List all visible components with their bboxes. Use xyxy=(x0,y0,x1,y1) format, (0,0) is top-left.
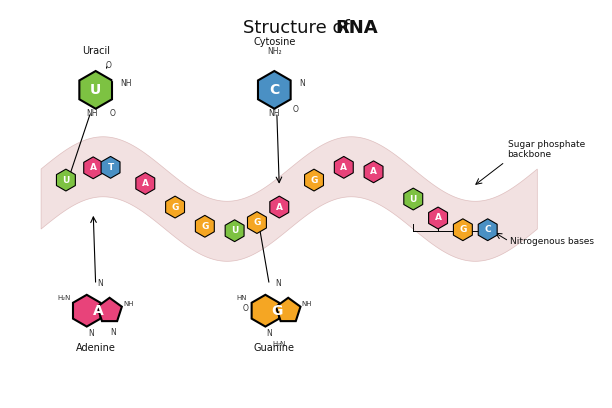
Text: N: N xyxy=(97,279,103,288)
Text: Cytosine: Cytosine xyxy=(253,37,296,47)
Text: Structure of: Structure of xyxy=(243,19,356,37)
Polygon shape xyxy=(166,196,185,218)
Text: A: A xyxy=(90,163,97,172)
Text: RNA: RNA xyxy=(335,19,378,37)
Text: NH₂: NH₂ xyxy=(267,47,282,56)
Text: N: N xyxy=(275,279,281,288)
Text: G: G xyxy=(253,218,261,227)
Text: Adenine: Adenine xyxy=(76,344,116,353)
Text: T: T xyxy=(108,163,114,172)
Text: H₂N: H₂N xyxy=(58,295,71,301)
Polygon shape xyxy=(73,295,100,326)
Text: G: G xyxy=(201,222,209,231)
Polygon shape xyxy=(276,298,300,321)
Polygon shape xyxy=(270,196,289,218)
Text: NH: NH xyxy=(121,79,132,88)
Text: O: O xyxy=(105,60,111,69)
Text: H₂N: H₂N xyxy=(272,341,286,348)
Text: G: G xyxy=(271,304,283,318)
Text: N: N xyxy=(266,328,272,337)
Text: A: A xyxy=(340,163,347,172)
Text: O: O xyxy=(110,109,116,118)
Text: O: O xyxy=(242,304,248,313)
Polygon shape xyxy=(97,298,122,321)
Text: G: G xyxy=(171,202,179,212)
Polygon shape xyxy=(84,157,103,179)
Text: N: N xyxy=(299,79,305,88)
Text: C: C xyxy=(269,83,280,97)
Polygon shape xyxy=(334,156,353,178)
Text: O: O xyxy=(292,105,298,114)
Polygon shape xyxy=(225,220,244,242)
Polygon shape xyxy=(305,169,324,191)
Text: U: U xyxy=(62,175,70,184)
Text: NH: NH xyxy=(86,109,97,118)
Polygon shape xyxy=(258,71,291,109)
Text: Uracil: Uracil xyxy=(81,46,110,56)
Polygon shape xyxy=(252,295,279,326)
Text: Sugar phosphate
backbone: Sugar phosphate backbone xyxy=(507,140,585,159)
Text: N: N xyxy=(110,328,116,337)
Text: Nitrogenous bases: Nitrogenous bases xyxy=(510,237,594,246)
Polygon shape xyxy=(428,207,447,229)
Text: HN: HN xyxy=(236,295,247,301)
Polygon shape xyxy=(453,219,472,241)
Polygon shape xyxy=(195,215,214,237)
Polygon shape xyxy=(247,212,266,233)
Polygon shape xyxy=(136,173,155,195)
Text: A: A xyxy=(142,179,149,188)
Text: A: A xyxy=(93,304,103,318)
Text: C: C xyxy=(484,225,491,234)
Polygon shape xyxy=(80,71,112,109)
Text: NH: NH xyxy=(269,109,280,118)
Text: NH: NH xyxy=(123,301,133,307)
Text: G: G xyxy=(459,225,466,234)
PathPatch shape xyxy=(41,137,537,261)
Polygon shape xyxy=(364,161,383,183)
Text: U: U xyxy=(409,195,417,204)
Polygon shape xyxy=(478,219,497,241)
Polygon shape xyxy=(101,156,120,178)
Text: NH: NH xyxy=(302,301,312,307)
Polygon shape xyxy=(56,169,75,191)
Text: Guanine: Guanine xyxy=(254,344,295,353)
Text: A: A xyxy=(370,167,377,176)
Text: U: U xyxy=(90,83,102,97)
Text: A: A xyxy=(435,213,442,222)
Text: N: N xyxy=(88,328,94,337)
Text: U: U xyxy=(231,226,238,235)
Polygon shape xyxy=(404,188,423,210)
Text: G: G xyxy=(310,175,318,184)
Text: A: A xyxy=(276,202,283,212)
